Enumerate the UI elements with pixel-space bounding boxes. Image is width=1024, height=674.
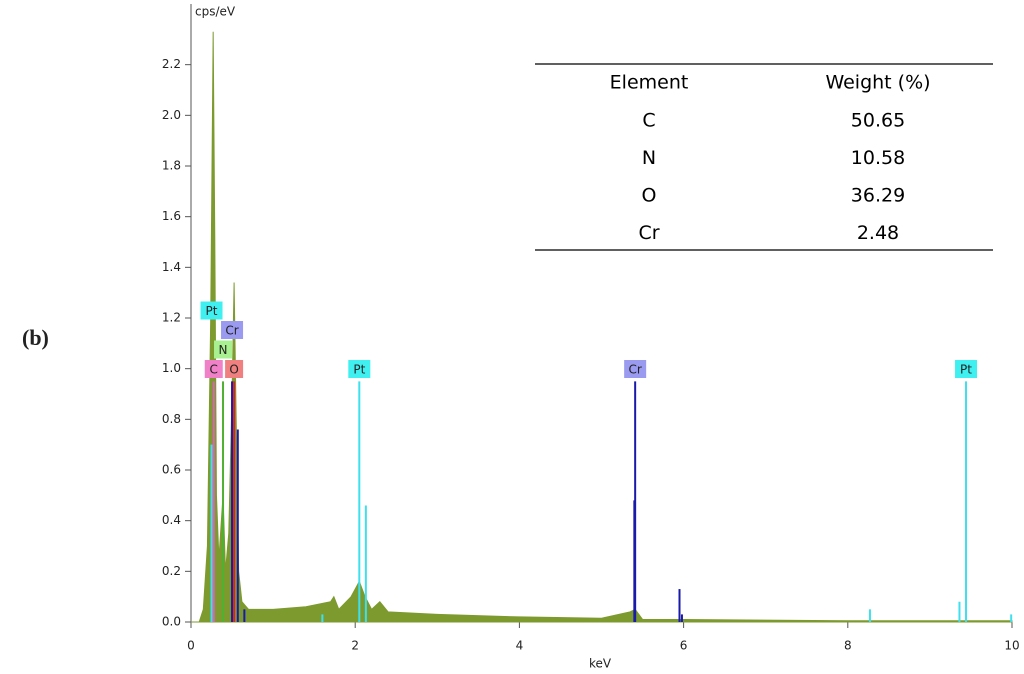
element-tag: Pt [353, 363, 365, 377]
x-tick-label: 8 [844, 639, 852, 653]
element-tag-box [221, 321, 244, 339]
table-cell: 50.65 [851, 110, 905, 132]
element-tag: O [229, 363, 238, 377]
x-tick-label: 0 [187, 639, 195, 653]
element-tag: Pt [960, 363, 972, 377]
x-tick-label: 6 [680, 639, 688, 653]
element-tag: C [210, 363, 218, 377]
table-cell: 2.48 [857, 222, 899, 244]
table-cell: Cr [638, 222, 659, 244]
y-tick-label: 1.0 [162, 361, 181, 375]
element-tag: Cr [629, 363, 642, 377]
y-tick-label: 0.8 [162, 412, 181, 426]
table-cell: 10.58 [851, 147, 905, 169]
x-tick-label: 2 [351, 639, 359, 653]
y-tick-label: 2.2 [162, 57, 181, 71]
table-header: Element [610, 72, 689, 94]
element-tag-box [225, 360, 244, 378]
element-tag-box [955, 360, 978, 378]
element-tag-box [204, 360, 223, 378]
y-tick-label: 1.2 [162, 311, 181, 325]
element-tag-box [214, 340, 233, 359]
element-tag: Cr [225, 324, 238, 338]
element-tag-box [348, 360, 371, 378]
table-cell: N [642, 147, 656, 169]
x-tick-label: 10 [1004, 639, 1019, 653]
spectrum-area [191, 31, 1013, 623]
y-tick-label: 2.0 [162, 108, 181, 122]
element-tag: Pt [206, 304, 218, 318]
y-tick-label: 1.8 [162, 159, 181, 173]
y-axis-label: cps/eV [195, 5, 236, 19]
x-tick-label: 4 [516, 639, 524, 653]
element-tag: N [219, 343, 228, 357]
table-cell: 36.29 [851, 185, 905, 207]
element-tag-box [624, 360, 647, 378]
x-axis-label: keV [589, 657, 612, 671]
y-tick-label: 0.0 [162, 615, 181, 629]
table-cell: O [642, 185, 657, 207]
y-tick-label: 1.6 [162, 209, 181, 223]
y-tick-label: 0.2 [162, 564, 181, 578]
y-tick-label: 0.6 [162, 463, 181, 477]
element-tag-box [200, 301, 223, 320]
table-cell: C [642, 110, 655, 132]
y-tick-label: 1.4 [162, 260, 181, 274]
y-tick-label: 0.4 [162, 513, 181, 527]
panel-label: (b) [22, 325, 49, 350]
table-header: Weight (%) [825, 72, 930, 94]
